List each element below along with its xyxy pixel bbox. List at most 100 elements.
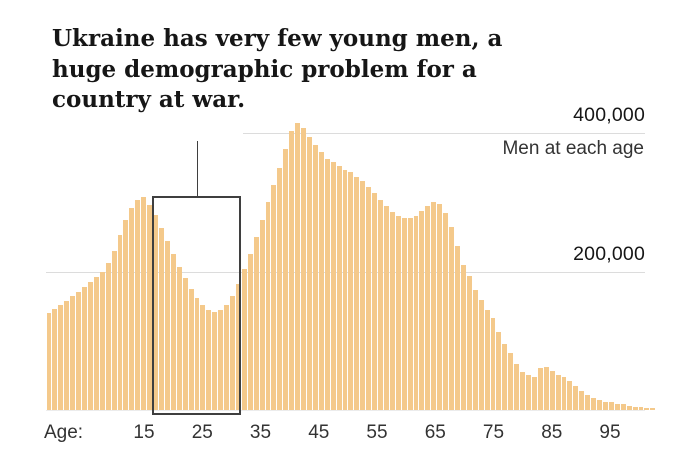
bar-age-60 xyxy=(401,218,407,410)
x-tick-25: 25 xyxy=(191,422,213,443)
x-tick-35: 35 xyxy=(249,422,272,443)
bar-age-15 xyxy=(135,200,141,410)
bar-age-78 xyxy=(508,353,514,410)
bar-age-27 xyxy=(206,309,212,410)
bar-age-67 xyxy=(443,212,449,410)
bar-age-8 xyxy=(93,277,99,410)
bar-age-62 xyxy=(413,216,419,410)
x-tick-55: 55 xyxy=(366,422,388,443)
x-tick-95: 95 xyxy=(599,422,621,443)
bar-age-12 xyxy=(117,235,123,410)
y-axis-note: Men at each age xyxy=(502,138,644,159)
bar-age-31 xyxy=(230,295,235,410)
bar-age-99 xyxy=(632,406,638,410)
x-axis-prefix: Age: xyxy=(44,422,84,443)
axis-baseline xyxy=(46,409,645,411)
bar-age-36 xyxy=(259,219,265,410)
bar-age-75 xyxy=(490,317,496,410)
bar-age-37 xyxy=(265,202,271,410)
bar-age-82 xyxy=(531,376,537,410)
bar-age-97 xyxy=(620,404,626,410)
bar-age-35 xyxy=(253,236,259,410)
chart-title: Ukraine has very few young men, a huge d… xyxy=(52,24,502,116)
bar-age-38 xyxy=(271,184,277,410)
bar-age-55 xyxy=(372,193,378,410)
y-axis-label-200000: 200,000 xyxy=(573,243,645,265)
bar-age-59 xyxy=(395,216,401,410)
bar-age-47 xyxy=(324,158,330,410)
bar-age-81 xyxy=(526,375,531,410)
bar-age-49 xyxy=(336,165,342,410)
x-tick-15: 15 xyxy=(133,422,155,443)
bar-age-64 xyxy=(425,205,431,410)
bar-age-50 xyxy=(342,169,348,410)
bar-age-83 xyxy=(537,368,543,410)
bar-age-65 xyxy=(431,201,437,410)
bar-age-66 xyxy=(437,204,443,410)
gridline-400k xyxy=(243,132,645,134)
bar-age-90 xyxy=(579,391,585,410)
bar-age-24 xyxy=(188,288,194,410)
bar-age-84 xyxy=(543,367,549,410)
bar-age-85 xyxy=(549,370,555,410)
bar-age-21 xyxy=(170,254,176,410)
bar-age-9 xyxy=(99,271,105,410)
y-axis-label-400000: 400,000 xyxy=(573,104,645,126)
bar-age-30 xyxy=(224,304,230,410)
x-tick-45: 45 xyxy=(308,422,330,443)
bar-age-13 xyxy=(123,219,129,410)
x-tick-75: 75 xyxy=(482,422,505,443)
bar-age-58 xyxy=(389,211,395,410)
bar-age-88 xyxy=(567,380,573,410)
bar-age-22 xyxy=(176,266,182,410)
x-tick-85: 85 xyxy=(541,422,563,443)
bar-age-54 xyxy=(366,187,372,410)
bar-age-20 xyxy=(164,241,170,410)
bar-age-87 xyxy=(561,377,567,410)
highlight-box xyxy=(151,196,241,415)
bar-age-40 xyxy=(283,148,289,410)
bar-age-73 xyxy=(478,299,484,410)
bar-age-61 xyxy=(407,218,413,410)
bar-age-32 xyxy=(235,283,241,410)
bar-age-57 xyxy=(383,206,389,410)
bar-age-53 xyxy=(360,181,366,410)
bar-age-89 xyxy=(573,386,579,410)
bar-age-33 xyxy=(241,269,247,410)
bar-age-46 xyxy=(318,152,324,410)
bar-age-14 xyxy=(129,207,135,410)
bar-age-71 xyxy=(466,276,472,410)
bar-age-92 xyxy=(591,397,597,410)
bar-age-86 xyxy=(555,375,561,410)
bar-age-39 xyxy=(277,167,283,410)
bar-age-94 xyxy=(602,401,608,410)
bar-age-95 xyxy=(608,402,614,410)
bar-age-51 xyxy=(348,172,354,410)
bar-age-98 xyxy=(626,405,632,410)
bar-age-93 xyxy=(597,399,602,410)
bar-age-102 xyxy=(650,407,656,410)
bar-age-63 xyxy=(419,211,425,410)
bar-age-101 xyxy=(644,407,650,410)
bar-age-19 xyxy=(158,227,164,410)
bar-age-5 xyxy=(76,291,82,410)
bar-age-25 xyxy=(194,297,200,410)
bar-age-44 xyxy=(306,137,312,410)
x-tick-65: 65 xyxy=(424,422,446,443)
bar-age-4 xyxy=(70,295,76,410)
bar-age-69 xyxy=(454,245,460,410)
bar-age-52 xyxy=(354,176,360,410)
bar-age-91 xyxy=(585,394,591,410)
title-line-3: country at war. xyxy=(52,86,246,113)
annotation-pointer-line xyxy=(196,141,199,196)
bar-age-16 xyxy=(141,197,147,410)
bar-age-45 xyxy=(312,145,318,410)
x-tick-labels: 15 25 35 45 55 65 75 85 95 xyxy=(0,422,696,446)
bar-age-100 xyxy=(638,407,644,410)
bar-age-7 xyxy=(87,281,93,410)
bar-age-56 xyxy=(378,200,383,410)
bar-age-17 xyxy=(147,205,153,410)
bar-age-2 xyxy=(58,304,64,410)
